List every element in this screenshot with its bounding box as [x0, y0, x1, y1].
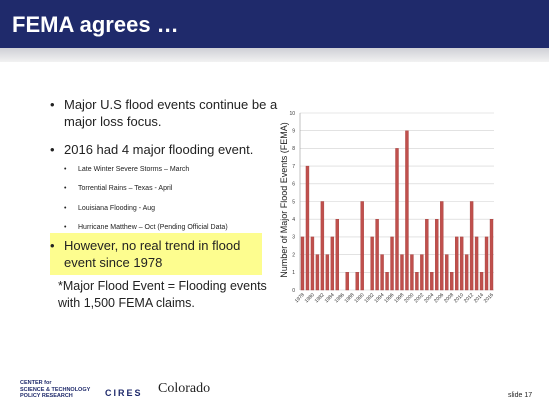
sub-bullet: Hurricane Matthew – Oct (Pending Officia… [64, 224, 228, 231]
bar [445, 254, 449, 291]
x-tick-label: 2002 [413, 292, 425, 304]
bar [325, 254, 330, 291]
bar [320, 201, 325, 291]
y-tick-label: 6 [292, 182, 295, 188]
bar [345, 272, 349, 291]
x-tick-label: 2016 [483, 292, 495, 304]
bar [455, 236, 459, 291]
bar [335, 218, 340, 291]
bar [310, 236, 315, 291]
x-tick-label: 1984 [324, 292, 336, 304]
y-axis-title: Number of Major Flood Events (FEMA) [279, 122, 289, 278]
bar [435, 218, 439, 291]
sub-bullet: Louisiana Flooding - Aug [64, 205, 155, 212]
logo-line: SCIENCE & TECHNOLOGY [20, 386, 91, 393]
x-tick-label: 2014 [473, 292, 485, 304]
bar [315, 254, 320, 291]
bar [430, 272, 434, 291]
bar [450, 272, 454, 291]
note: *Major Flood Event = Flooding events wit… [58, 279, 267, 310]
bar [390, 236, 394, 291]
x-tick-label: 1990 [353, 292, 365, 304]
sub-bullet: Late Winter Severe Storms – March [64, 166, 189, 173]
x-tick-label: 2008 [443, 292, 455, 304]
y-tick-label: 10 [289, 111, 295, 117]
y-tick-label: 4 [292, 217, 295, 223]
bar [360, 201, 364, 291]
slide-title: FEMA agrees … [12, 12, 179, 37]
bar [380, 254, 384, 291]
x-tick-label: 1998 [393, 292, 405, 304]
bar [410, 254, 414, 291]
y-tick-label: 1 [292, 270, 295, 276]
bar [300, 236, 305, 291]
logo-colorado: Colorado [158, 381, 211, 396]
bullet: Major U.S flood events continue be a maj… [50, 96, 279, 130]
bar [459, 236, 464, 291]
bar [479, 272, 484, 291]
y-tick-label: 5 [292, 199, 295, 205]
x-tick-label: 1980 [304, 292, 316, 304]
x-tick-label: 2012 [463, 292, 475, 304]
logo-cires: CIRES [105, 388, 143, 398]
bar [385, 272, 389, 291]
bar [489, 218, 494, 291]
x-tick-label: 1982 [314, 292, 326, 304]
logo-cstpr: CENTER for SCIENCE & TECHNOLOGY POLICY R… [20, 380, 90, 400]
bar [400, 254, 404, 291]
y-tick-label: 0 [292, 288, 295, 294]
bar [355, 272, 359, 291]
logo-line: POLICY RESEARCH [20, 393, 73, 399]
bar [440, 201, 444, 291]
bar [469, 201, 474, 291]
highlight-text: However, no real trend in flood event si… [50, 237, 264, 271]
x-tick-label: 1988 [344, 292, 356, 304]
bar [474, 236, 479, 291]
y-tick-label: 9 [292, 129, 295, 135]
x-tick-label: 2000 [403, 292, 415, 304]
title-strip [0, 48, 549, 62]
y-tick-label: 3 [292, 235, 295, 241]
x-tick-label: 2006 [433, 292, 445, 304]
x-tick-label: 1978 [294, 292, 306, 304]
bar [484, 236, 489, 291]
x-tick-label: 2010 [453, 292, 465, 304]
bar [375, 218, 379, 291]
bar [370, 236, 374, 291]
bar [415, 272, 419, 291]
sub-bullet: Torrential Rains – Texas - April [64, 185, 172, 192]
x-tick-label: 1994 [373, 292, 385, 304]
bar [425, 218, 429, 291]
x-tick-label: 1996 [383, 292, 395, 304]
y-tick-label: 8 [292, 146, 295, 152]
slide-number: slide 17 [508, 392, 533, 399]
bar [395, 148, 399, 291]
bar [464, 254, 469, 291]
bar [420, 254, 424, 291]
x-tick-label: 1992 [363, 292, 375, 304]
x-tick-label: 1986 [334, 292, 346, 304]
y-tick-label: 7 [292, 164, 295, 170]
bullet: 2016 had 4 major flooding event. [50, 141, 279, 158]
logo-line: CENTER for [20, 380, 52, 386]
bar [305, 165, 310, 291]
x-tick-label: 2004 [423, 292, 435, 304]
bar [405, 130, 409, 291]
bar [330, 236, 335, 291]
title-bar [0, 0, 549, 48]
y-tick-label: 2 [292, 252, 295, 258]
